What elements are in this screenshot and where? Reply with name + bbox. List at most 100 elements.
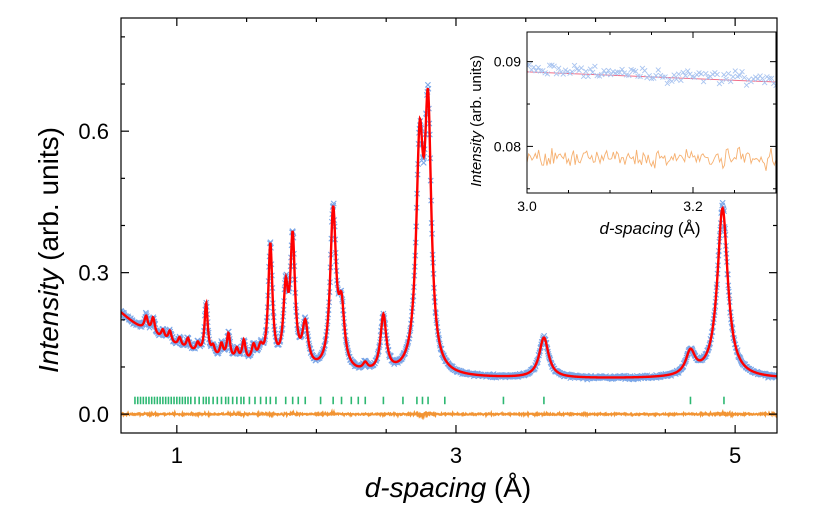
inset-observed-point [698, 71, 705, 77]
y-tick-label: 0.3 [78, 261, 109, 286]
observed-point [774, 373, 777, 380]
inset-observed-point [587, 66, 594, 72]
x-tick-label: 3 [450, 443, 462, 468]
inset-observed-point [533, 68, 539, 74]
inset-observed-point [673, 76, 680, 82]
inset-observed-point [739, 68, 745, 75]
inset-observed-point [669, 78, 675, 84]
inset-observed-point [678, 77, 684, 84]
inset-observed-point [626, 72, 632, 79]
observed-point [719, 199, 726, 206]
inset-observed-point [759, 75, 766, 82]
inset-observed-point [583, 68, 589, 75]
calculated-line [121, 87, 777, 379]
inset-observed-point [732, 68, 738, 74]
inset-observed-point [601, 67, 607, 74]
inset-observed-point [684, 68, 691, 74]
inset-observed-point [546, 62, 553, 68]
inset-observed-point [614, 69, 621, 75]
inset-observed-point [578, 65, 585, 71]
inset-observed-point [682, 72, 689, 79]
inset-y-tick-label: 0.09 [494, 54, 521, 70]
observed-point [420, 159, 427, 166]
observed-point [330, 200, 337, 207]
inset-y-tick-label: 0.08 [494, 138, 521, 154]
inset-observed-point [671, 72, 677, 78]
inset-observed-point [608, 71, 614, 78]
difference-line [121, 408, 777, 421]
inset-observed-point [761, 79, 768, 86]
inset-observed-point [764, 74, 770, 80]
main-plot: 1 3 5 0.0 0.3 0.6 [78, 17, 778, 468]
inset-observed-point [617, 69, 623, 76]
inset-observed-point [703, 70, 709, 77]
inset-ticks [526, 32, 777, 193]
inset-observed-point [728, 78, 734, 85]
inset-observed-point [637, 73, 643, 80]
inset-observed-point [560, 71, 566, 77]
inset-x-tick-label: 3.0 [517, 198, 537, 214]
inset-plot: 3.0 3.2 0.08 0.09 [494, 31, 777, 214]
inset-observed-point [544, 71, 551, 77]
inset-observed-point [773, 82, 776, 89]
inset-observed-point [700, 78, 707, 85]
inset-observed-point [660, 74, 666, 80]
inset-observed-point [709, 71, 716, 77]
observed-point [142, 309, 149, 316]
inset-observed-series [527, 62, 776, 89]
main-ticks [121, 18, 777, 433]
inset-observed-point [737, 72, 743, 79]
inset-observed-point [632, 68, 639, 75]
inset-observed-point [551, 63, 557, 69]
inset-observed-point [653, 72, 659, 79]
inset-background [527, 32, 776, 193]
inset-observed-point [723, 76, 729, 83]
inset-observed-point [718, 78, 725, 85]
inset-observed-point [641, 67, 648, 74]
x-tick-label: 5 [729, 443, 741, 468]
inset-observed-point [730, 73, 736, 80]
inset-observed-point [555, 65, 562, 71]
inset-observed-point [527, 62, 532, 68]
inset-observed-point [741, 74, 748, 81]
inset-x-tick-label: 3.2 [683, 198, 703, 214]
inset-observed-point [569, 69, 575, 75]
inset-observed-point [598, 71, 605, 78]
inset-y-axis-title: Intensity (arb. units) [468, 55, 485, 187]
inset-observed-point [664, 80, 671, 87]
inset-observed-point [680, 69, 686, 76]
main-x-axis-title: d-spacing (Å) [365, 472, 532, 503]
y-tick-label: 0.6 [78, 119, 109, 144]
inset-observed-point [553, 71, 560, 77]
inset-observed-point [619, 66, 625, 73]
inset-observed-point [589, 69, 596, 76]
inset-observed-point [655, 67, 662, 73]
inset-observed-point [585, 73, 591, 80]
y-tick-label: 0.0 [78, 402, 109, 427]
inset-observed-point [675, 71, 682, 77]
main-plot-area [121, 81, 777, 421]
inset-observed-point [603, 71, 609, 77]
inset-calculated-line [527, 71, 776, 83]
inset-observed-point [768, 75, 775, 82]
inset-observed-point [605, 67, 612, 74]
main-y-axis-title: Intensity (arb. units) [33, 127, 64, 373]
inset-observed-point [714, 71, 720, 78]
inset-plot-area [527, 62, 776, 171]
reflection-ticks [134, 396, 725, 405]
inset-observed-point [571, 62, 578, 69]
inset-observed-point [743, 82, 750, 88]
inset-observed-point [635, 73, 641, 79]
inset-observed-point [721, 72, 727, 78]
inset-observed-point [531, 64, 537, 70]
inset-observed-point [725, 70, 732, 77]
x-tick-label: 1 [171, 443, 183, 468]
observed-point [267, 239, 274, 246]
inset-difference-line [527, 146, 776, 171]
inset-observed-point [580, 73, 587, 80]
inset-observed-point [592, 63, 598, 70]
inset-observed-point [537, 68, 544, 74]
inset-observed-point [662, 74, 668, 80]
inset-observed-point [766, 75, 772, 82]
